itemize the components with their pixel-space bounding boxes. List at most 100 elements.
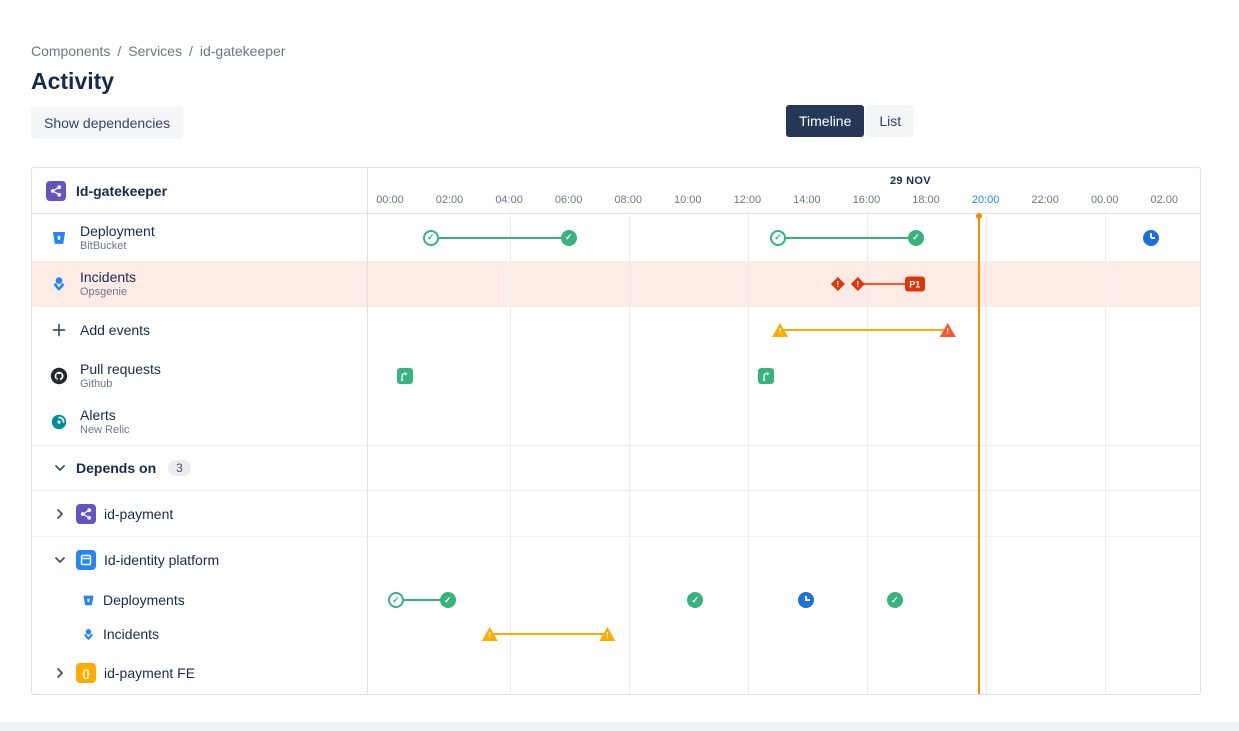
row-label: Incidents [103,626,160,642]
row-sublabel: Opsgenie [80,286,128,298]
row-id-identity-platform[interactable]: Id-identity platform [32,537,1200,583]
axis-tick: 08:00 [614,194,642,206]
identity-incidents-track: !! [368,617,1200,651]
event-duration-line [395,599,448,601]
dependency-label: id-payment FE [104,664,196,681]
row-id-payment[interactable]: id-payment [32,491,1200,537]
opsgenie-icon [82,628,95,641]
opsgenie-icon [49,276,69,292]
row-alerts[interactable]: Alerts New Relic [32,399,1200,445]
row-depends-on[interactable]: Depends on 3 [32,445,1200,491]
chevron-down-icon[interactable] [52,552,68,568]
event-check-filled[interactable]: ✓ [907,229,924,246]
row-pull-requests[interactable]: Pull requests Github [32,353,1200,399]
depends-count-badge: 3 [168,460,191,476]
axis-tick: 22:00 [1031,194,1059,206]
add-events-track: !! [368,307,1200,353]
event-duration-line [430,236,569,239]
axis-tick: 02:00 [435,194,464,206]
breadcrumb-components[interactable]: Components [31,43,111,59]
chevron-right-icon[interactable] [52,506,68,522]
axis-tick: 12:00 [733,194,762,206]
deployment-events-track: ✓ ✓ ✓ ✓ [368,214,1200,261]
event-alert-diamond[interactable]: ! [850,277,865,291]
axis-tick: 20:00 [971,194,1000,206]
chevron-down-icon[interactable] [52,460,68,476]
event-check-outline[interactable]: ✓ [422,229,439,246]
row-label: Alerts [80,407,116,423]
row-incidents[interactable]: Incidents Opsgenie !! P1 [32,261,1200,307]
row-label: Incidents [80,269,137,285]
breadcrumb-services[interactable]: Services [128,43,182,59]
axis-tick: 10:00 [674,194,702,206]
component-header: Id-gatekeeper [32,168,368,213]
view-toggle: Timeline List [786,105,915,137]
plus-icon [49,322,69,338]
axis-tick: 14:00 [793,194,821,206]
breadcrumb-separator: / [117,43,122,59]
event-duration-line [778,236,916,239]
newrelic-icon [49,414,69,430]
row-id-payment-fe[interactable]: {} id-payment FE [32,651,1200,694]
event-clock[interactable] [1143,229,1160,246]
bitbucket-icon [82,594,95,607]
event-duration-line [780,329,948,331]
timeline-axis: 00:00 02:00 04:00 06:00 08:00 10:00 12:00 14:00… [368,168,1200,213]
dependency-label: Id-identity platform [104,552,220,568]
event-pr[interactable] [396,368,413,384]
row-identity-incidents[interactable]: Incidents !! [32,617,1200,651]
dependency-label: id-payment [104,505,174,522]
axis-tick: 06:00 [554,194,583,206]
event-pr[interactable] [758,368,775,384]
row-label: Deployments [103,592,185,608]
event-check-outline[interactable]: ✓ [387,592,404,608]
show-dependencies-button[interactable]: Show dependencies [31,107,184,139]
component-orange-icon: {} [76,662,96,683]
event-duration-line [489,633,608,635]
event-clock[interactable] [798,592,814,608]
component-name: Id-gatekeeper [76,182,168,199]
event-p1-badge[interactable]: P1 [904,276,925,292]
event-check-filled[interactable]: ✓ [687,592,704,608]
component-blue-icon [76,550,96,570]
row-sublabel: New Relic [80,424,130,436]
breadcrumb-id-gatekeeper[interactable]: id-gatekeeper [199,43,286,59]
pull-requests-track [368,353,1200,399]
timeline-view-button[interactable]: Timeline [786,105,865,137]
axis-tick: 04:00 [495,194,523,206]
svg-text:{}: {} [82,669,90,680]
event-check-filled[interactable]: ✓ [886,592,903,608]
row-label: Add events [80,322,151,338]
activity-timeline-panel: Id-gatekeeper 00:00 02:00 04:00 06:00 08:00 1… [31,167,1201,695]
event-alert-diamond[interactable]: ! [830,277,845,291]
alerts-track [368,399,1200,445]
row-deployment[interactable]: Deployment BitBucket ✓ ✓ ✓ ✓ [32,214,1200,261]
row-sublabel: BitBucket [80,239,127,252]
axis-tick: 18:00 [912,194,940,206]
breadcrumb: Components / Services / id-gatekeeper [31,43,285,59]
event-check-filled[interactable]: ✓ [560,229,577,246]
row-identity-deployments[interactable]: Deployments ✓ ✓ ✓ ✓ [32,583,1200,617]
horizontal-scrollbar-track[interactable] [0,722,1239,731]
identity-deployments-track: ✓ ✓ ✓ ✓ [368,583,1200,617]
row-label: Deployment [80,222,155,239]
github-icon [49,367,69,385]
page-title: Activity [31,68,115,94]
event-check-outline[interactable]: ✓ [770,229,787,246]
event-check-filled[interactable]: ✓ [439,592,456,608]
component-purple-icon [76,503,96,524]
date-label: 29 NOV [889,175,931,187]
component-purple-icon [46,180,66,201]
section-label: Depends on [76,460,157,476]
row-sublabel: Github [80,378,113,390]
timeline-header-row: Id-gatekeeper 00:00 02:00 04:00 06:00 08:00 1… [32,168,1200,214]
axis-tick: 02.00 [1150,194,1179,206]
row-label: Pull requests [80,361,161,377]
axis-tick: 16:00 [852,194,881,206]
list-view-button[interactable]: List [866,105,915,137]
event-duration-line [857,283,915,285]
chevron-right-icon[interactable] [52,665,68,681]
row-add-events[interactable]: Add events !! [32,307,1200,353]
axis-tick: 00:00 [376,194,404,206]
